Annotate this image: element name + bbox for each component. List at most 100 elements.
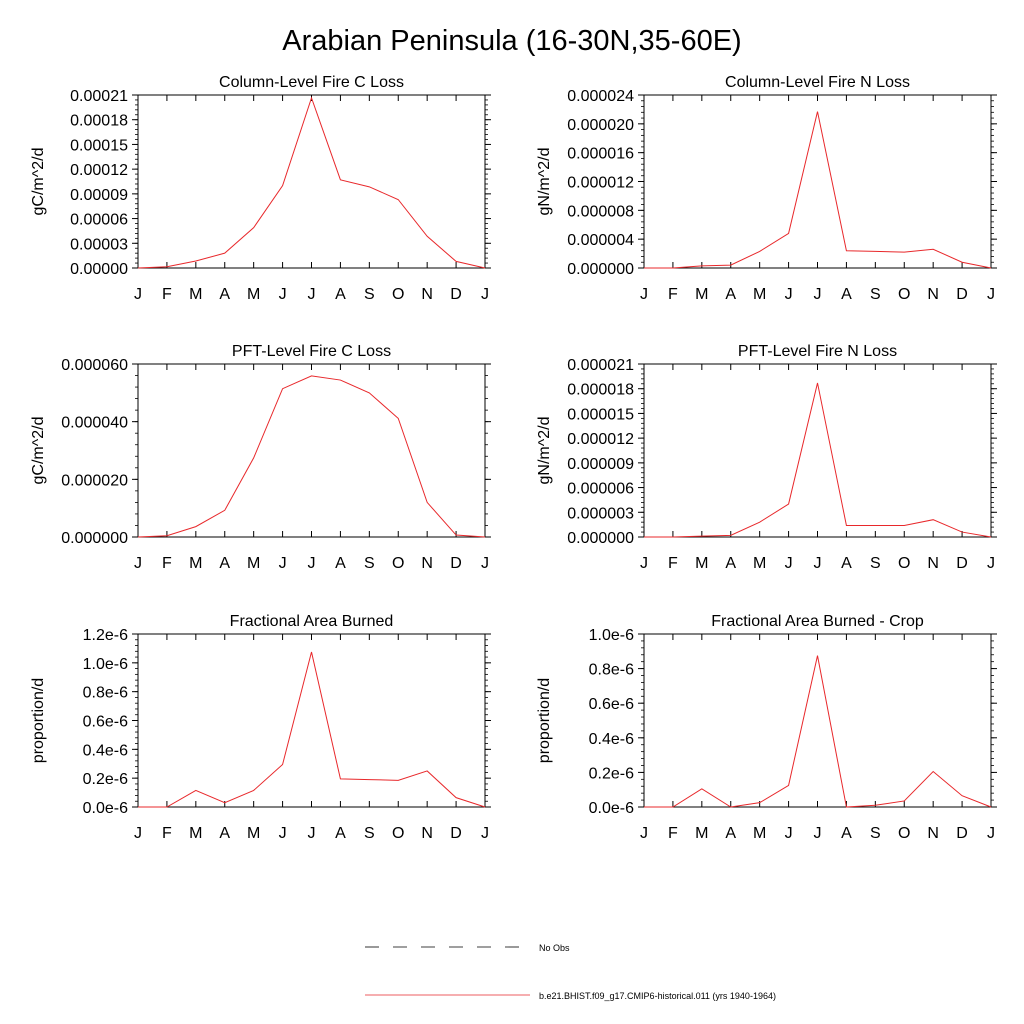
x-tick-label: F [668, 555, 678, 572]
x-tick-label: J [785, 825, 793, 842]
plot-frame [137, 633, 486, 808]
y-tick-label: 0.2e-6 [83, 771, 128, 788]
x-tick-label: M [695, 286, 708, 303]
x-tick-label: J [785, 555, 793, 572]
x-tick-label: F [162, 555, 172, 572]
x-tick-label: O [898, 825, 910, 842]
x-tick-label: D [956, 555, 968, 572]
x-tick-label: F [668, 825, 678, 842]
series-line [137, 375, 486, 538]
x-tick-label: A [219, 555, 230, 572]
x-tick-label: A [725, 555, 736, 572]
x-tick-label: J [814, 555, 822, 572]
x-tick-label: O [898, 286, 910, 303]
x-tick-label: M [695, 555, 708, 572]
panel-title: PFT-Level Fire N Loss [738, 343, 897, 360]
page-title: Arabian Peninsula (16-30N,35-60E) [282, 25, 741, 57]
x-tick-label: O [898, 555, 910, 572]
y-tick-label: 0.00000 [70, 261, 128, 278]
y-axis-label: gC/m^2/d [30, 148, 47, 216]
x-tick-label: D [450, 825, 462, 842]
y-tick-label: 0.000008 [567, 203, 634, 220]
y-tick-label: 0.00018 [70, 113, 128, 130]
x-tick-label: S [364, 286, 375, 303]
x-tick-label: N [927, 286, 939, 303]
y-tick-label: 0.000006 [567, 481, 634, 498]
y-tick-label: 0.000020 [61, 472, 128, 489]
y-tick-label: 0.000040 [61, 415, 128, 432]
y-tick-label: 0.000018 [567, 382, 634, 399]
x-tick-label: J [134, 825, 142, 842]
x-tick-label: J [308, 555, 316, 572]
x-tick-label: N [927, 555, 939, 572]
x-tick-label: A [219, 286, 230, 303]
y-tick-label: 0.8e-6 [589, 662, 634, 679]
x-tick-label: D [956, 286, 968, 303]
y-tick-label: 0.000000 [567, 530, 634, 547]
y-tick-label: 0.000004 [567, 232, 634, 249]
x-tick-label: A [335, 825, 346, 842]
y-tick-label: 0.00003 [70, 236, 128, 253]
x-tick-label: N [927, 825, 939, 842]
y-tick-label: 0.6e-6 [83, 714, 128, 731]
x-tick-label: J [279, 555, 287, 572]
x-tick-label: A [335, 555, 346, 572]
y-axis-label: proportion/d [536, 678, 553, 763]
x-tick-label: A [219, 825, 230, 842]
y-tick-label: 0.00009 [70, 187, 128, 204]
x-tick-label: D [450, 555, 462, 572]
series-line [644, 382, 992, 538]
y-tick-label: 0.000016 [567, 146, 634, 163]
y-tick-label: 0.0e-6 [83, 800, 128, 817]
panel-title: Fractional Area Burned - Crop [711, 613, 924, 630]
x-tick-label: J [814, 286, 822, 303]
y-axis-label: proportion/d [30, 678, 47, 763]
panel-title: Column-Level Fire N Loss [725, 74, 910, 91]
x-tick-label: J [308, 286, 316, 303]
chart-panel-6: Fractional Area Burned - Crop proportion/… [536, 613, 997, 842]
y-tick-label: 0.000003 [567, 505, 634, 522]
plot-frame [643, 633, 992, 808]
y-tick-label: 0.000024 [567, 88, 634, 105]
y-tick-label: 0.0e-6 [589, 800, 634, 817]
x-tick-label: O [392, 286, 404, 303]
x-tick-label: N [421, 825, 433, 842]
panel-title: PFT-Level Fire C Loss [232, 343, 391, 360]
x-tick-label: S [870, 555, 881, 572]
x-tick-label: M [695, 825, 708, 842]
y-axis-label: gN/m^2/d [536, 417, 553, 485]
y-tick-label: 0.4e-6 [83, 742, 128, 759]
plot-frame [643, 94, 992, 269]
y-tick-label: 0.000012 [567, 175, 634, 192]
x-tick-label: M [753, 555, 766, 572]
x-tick-label: S [870, 286, 881, 303]
x-tick-label: J [279, 286, 287, 303]
x-tick-label: J [785, 286, 793, 303]
y-tick-label: 0.000015 [567, 406, 634, 423]
series-line [644, 655, 992, 808]
panel-title: Fractional Area Burned [230, 613, 394, 630]
y-tick-label: 0.00012 [70, 162, 128, 179]
y-tick-label: 0.00021 [70, 88, 128, 105]
y-tick-label: 1.0e-6 [589, 627, 634, 644]
x-tick-label: M [247, 286, 260, 303]
y-tick-label: 0.000000 [567, 261, 634, 278]
y-tick-label: 0.4e-6 [589, 731, 634, 748]
y-axis-label: gC/m^2/d [30, 417, 47, 485]
plot-frame [137, 363, 486, 538]
x-tick-label: O [392, 825, 404, 842]
x-tick-label: F [162, 286, 172, 303]
x-tick-label: M [247, 555, 260, 572]
y-axis-label: gN/m^2/d [536, 148, 553, 216]
legend-obs-label: No Obs [539, 943, 570, 953]
x-tick-label: M [753, 286, 766, 303]
x-tick-label: D [450, 286, 462, 303]
x-tick-label: J [134, 555, 142, 572]
y-tick-label: 1.0e-6 [83, 656, 128, 673]
x-tick-label: S [870, 825, 881, 842]
x-tick-label: F [162, 825, 172, 842]
